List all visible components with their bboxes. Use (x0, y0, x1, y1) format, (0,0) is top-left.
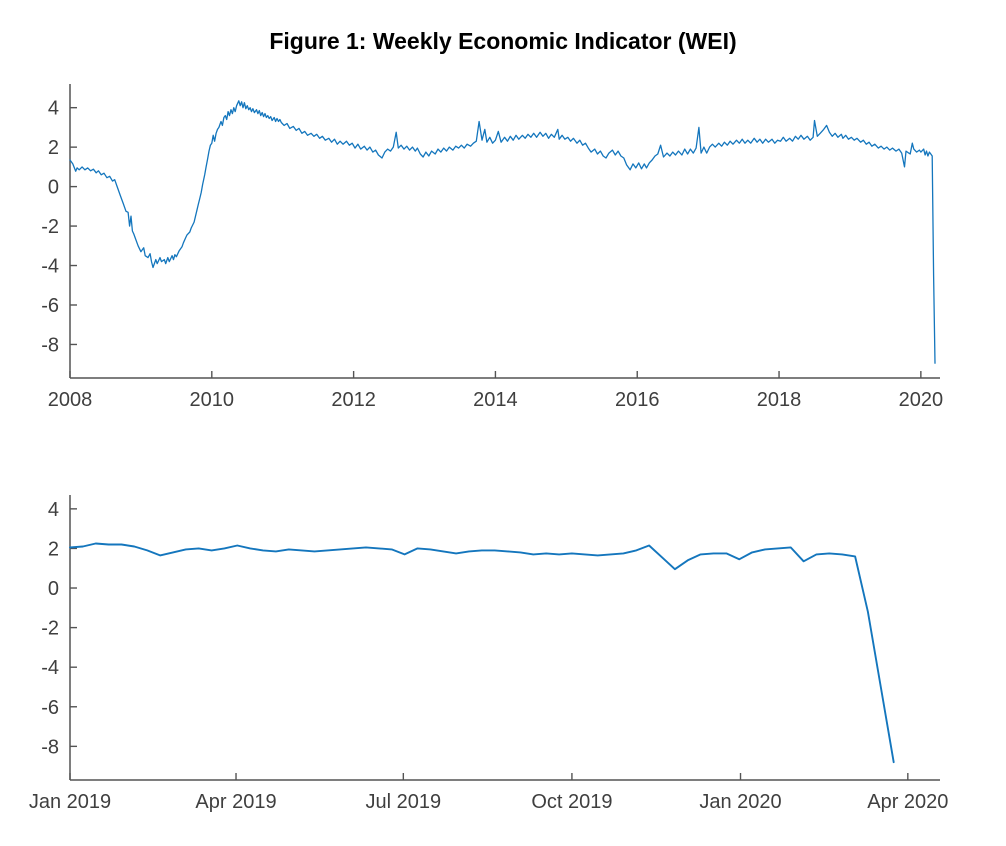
x-tick-label: Oct 2019 (531, 791, 612, 813)
x-tick-label: Jan 2020 (699, 791, 781, 813)
figure-title: Figure 1: Weekly Economic Indicator (WEI… (269, 28, 737, 54)
x-tick-label: Apr 2019 (195, 791, 276, 813)
y-tick-label: -2 (41, 216, 59, 238)
x-tick-label: Jul 2019 (366, 791, 442, 813)
y-tick-label: -6 (41, 697, 59, 719)
y-tick-label: 2 (48, 137, 59, 159)
x-tick-label: 2016 (615, 389, 660, 411)
x-tick-label: Jan 2019 (29, 791, 111, 813)
x-tick-label: 2012 (331, 389, 376, 411)
y-tick-label: 4 (48, 98, 59, 120)
y-tick-label: 0 (48, 177, 59, 199)
y-tick-label: -6 (41, 295, 59, 317)
wei-line-series (69, 542, 895, 764)
y-tick-label: -2 (41, 618, 59, 640)
x-tick-label: 2014 (473, 389, 518, 411)
y-tick-label: -8 (41, 736, 59, 758)
y-tick-label: -4 (41, 256, 59, 278)
y-tick-label: 2 (48, 538, 59, 560)
y-tick-label: -4 (41, 657, 59, 679)
y-tick-label: 4 (48, 499, 59, 521)
x-tick-label: 2020 (899, 389, 944, 411)
x-tick-label: 2018 (757, 389, 802, 411)
x-tick-label: 2008 (48, 389, 93, 411)
x-tick-label: 2010 (190, 389, 235, 411)
y-tick-label: -8 (41, 334, 59, 356)
y-tick-label: 0 (48, 578, 59, 600)
x-tick-label: Apr 2020 (867, 791, 948, 813)
wei-line-series (69, 100, 936, 364)
